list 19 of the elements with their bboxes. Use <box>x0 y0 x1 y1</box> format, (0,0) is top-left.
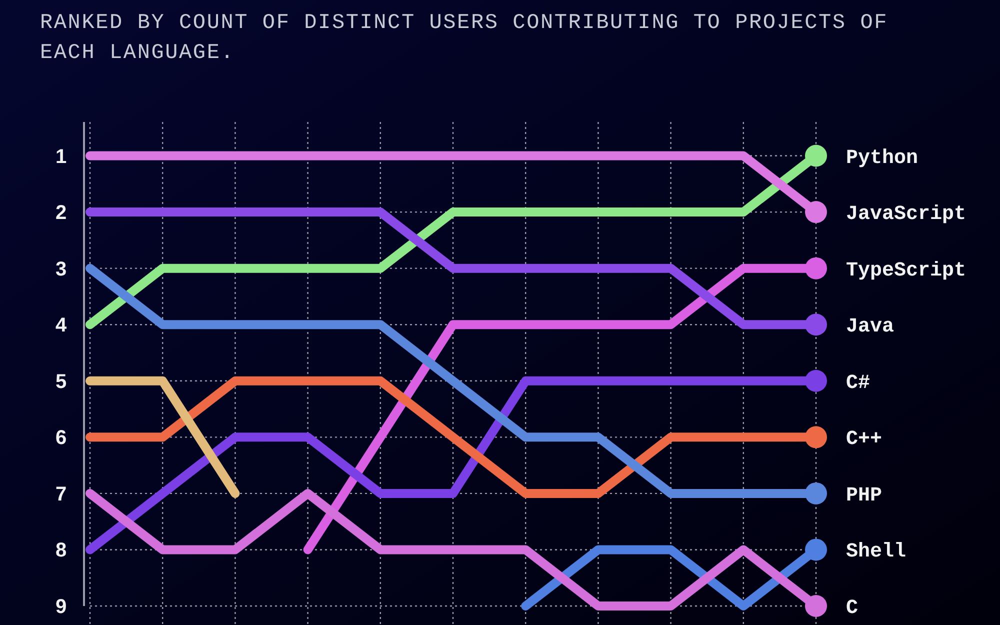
y-tick-label: 9 <box>55 596 67 618</box>
y-tick-label: 4 <box>55 314 68 337</box>
y-tick-label: 8 <box>55 540 67 562</box>
y-tick-label: 1 <box>55 146 67 168</box>
y-tick-label: 2 <box>55 202 67 224</box>
chart-title: RANKED BY COUNT OF DISTINCT USERS CONTRIBUTING TO PROJECTS OF EACH LANGUAGE. <box>40 12 888 65</box>
y-tick-label: 6 <box>55 427 67 450</box>
y-tick-label: 5 <box>55 370 67 393</box>
series-label: PHP <box>846 484 882 508</box>
series-label: Shell <box>846 540 906 564</box>
series-label: Python <box>846 146 918 170</box>
series-label: C# <box>846 372 870 395</box>
series-label: C++ <box>846 428 882 452</box>
series-label: TypeScript <box>846 259 966 282</box>
series-label: Java <box>846 316 894 339</box>
series-label: JavaScript <box>846 203 966 226</box>
series-label: C <box>846 597 858 620</box>
y-tick-label: 3 <box>55 258 67 280</box>
y-tick-label: 7 <box>55 483 67 506</box>
